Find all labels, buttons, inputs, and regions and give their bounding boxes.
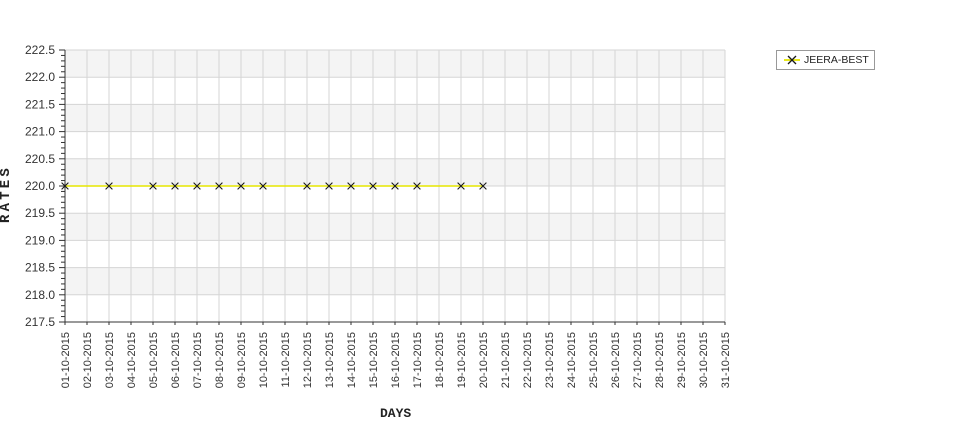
svg-text:221.5: 221.5 [25, 97, 55, 111]
svg-text:218.0: 218.0 [25, 288, 55, 302]
svg-text:220.0: 220.0 [25, 179, 55, 193]
svg-text:28-10-2015: 28-10-2015 [654, 332, 666, 388]
svg-text:15-10-2015: 15-10-2015 [368, 332, 380, 388]
svg-text:05-10-2015: 05-10-2015 [148, 332, 160, 388]
svg-text:26-10-2015: 26-10-2015 [610, 332, 622, 388]
svg-text:04-10-2015: 04-10-2015 [126, 332, 138, 388]
svg-text:06-10-2015: 06-10-2015 [170, 332, 182, 388]
svg-text:218.5: 218.5 [25, 261, 55, 275]
svg-text:22-10-2015: 22-10-2015 [522, 332, 534, 388]
svg-text:220.5: 220.5 [25, 152, 55, 166]
svg-text:02-10-2015: 02-10-2015 [82, 332, 94, 388]
svg-text:10-10-2015: 10-10-2015 [258, 332, 270, 388]
svg-text:24-10-2015: 24-10-2015 [566, 332, 578, 388]
svg-text:12-10-2015: 12-10-2015 [302, 332, 314, 388]
svg-text:20-10-2015: 20-10-2015 [478, 332, 490, 388]
svg-text:217.5: 217.5 [25, 315, 55, 329]
svg-text:222.0: 222.0 [25, 70, 55, 84]
svg-text:222.5: 222.5 [25, 43, 55, 57]
svg-text:31-10-2015: 31-10-2015 [720, 332, 732, 388]
svg-text:221.0: 221.0 [25, 125, 55, 139]
svg-text:09-10-2015: 09-10-2015 [236, 332, 248, 388]
svg-text:30-10-2015: 30-10-2015 [698, 332, 710, 388]
svg-text:18-10-2015: 18-10-2015 [434, 332, 446, 388]
svg-text:25-10-2015: 25-10-2015 [588, 332, 600, 388]
svg-text:29-10-2015: 29-10-2015 [676, 332, 688, 388]
svg-text:01-10-2015: 01-10-2015 [60, 332, 72, 388]
svg-text:11-10-2015: 11-10-2015 [280, 332, 292, 387]
svg-text:23-10-2015: 23-10-2015 [544, 332, 556, 388]
svg-text:21-10-2015: 21-10-2015 [500, 332, 512, 388]
svg-text:16-10-2015: 16-10-2015 [390, 332, 402, 388]
svg-text:07-10-2015: 07-10-2015 [192, 332, 204, 388]
svg-text:03-10-2015: 03-10-2015 [104, 332, 116, 388]
svg-text:219.5: 219.5 [25, 206, 55, 220]
svg-text:13-10-2015: 13-10-2015 [324, 332, 336, 388]
svg-text:17-10-2015: 17-10-2015 [412, 332, 424, 388]
svg-text:14-10-2015: 14-10-2015 [346, 332, 358, 388]
svg-text:19-10-2015: 19-10-2015 [456, 332, 468, 388]
svg-text:08-10-2015: 08-10-2015 [214, 332, 226, 388]
svg-text:27-10-2015: 27-10-2015 [632, 332, 644, 388]
svg-text:219.0: 219.0 [25, 233, 55, 247]
